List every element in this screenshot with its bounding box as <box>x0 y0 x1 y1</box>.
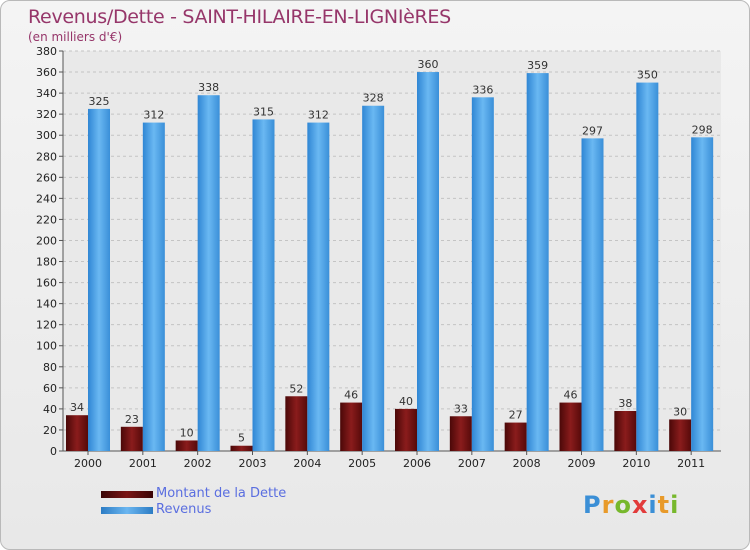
chart-title: Revenus/Dette - SAINT-HILAIRE-EN-LIGNIèR… <box>28 6 451 28</box>
data-label-revenus-2008: 359 <box>527 59 548 72</box>
data-label-dette-2003: 5 <box>238 432 245 445</box>
y-tick-label: 380 <box>36 45 57 58</box>
data-label-dette-2007: 33 <box>454 402 468 415</box>
legend-label-revenus: Revenus <box>156 502 212 517</box>
data-label-dette-2009: 46 <box>564 389 578 402</box>
y-tick-label: 0 <box>50 445 57 458</box>
bar-dette-2003 <box>230 445 253 451</box>
data-label-revenus-2004: 312 <box>308 109 329 122</box>
data-label-dette-2006: 40 <box>399 395 413 408</box>
x-tick-label-2003: 2003 <box>239 457 267 470</box>
data-label-revenus-2006: 360 <box>418 58 439 71</box>
x-tick-label-2001: 2001 <box>129 457 157 470</box>
bar-dette-2001 <box>120 426 143 451</box>
bar-dette-2008 <box>504 422 527 451</box>
x-tick-label-2002: 2002 <box>184 457 212 470</box>
y-tick-label: 180 <box>36 256 57 269</box>
bar-revenus-2006 <box>417 72 439 451</box>
bar-revenus-2002 <box>197 95 220 452</box>
x-tick-label-2000: 2000 <box>74 457 102 470</box>
data-label-dette-2002: 10 <box>180 426 194 439</box>
legend-swatch-revenus <box>101 507 153 514</box>
data-label-dette-2001: 23 <box>125 413 139 426</box>
y-tick-label: 20 <box>43 424 57 437</box>
chart-subtitle: (en milliers d'€) <box>28 30 123 44</box>
proxiti-logo: Proxiti <box>583 491 680 519</box>
bar-revenus-2005 <box>362 105 385 451</box>
bar-revenus-2011 <box>691 137 714 451</box>
y-tick-label: 300 <box>36 129 57 142</box>
data-label-dette-2011: 30 <box>673 405 687 418</box>
data-label-revenus-2001: 312 <box>143 109 164 122</box>
data-label-revenus-2010: 350 <box>637 69 658 82</box>
bar-dette-2010 <box>614 411 637 451</box>
data-label-dette-2004: 52 <box>289 382 303 395</box>
plot-area <box>63 51 721 451</box>
y-tick-label: 320 <box>36 108 57 121</box>
bar-dette-2011 <box>669 419 692 451</box>
data-label-revenus-2002: 338 <box>198 81 219 94</box>
data-label-dette-2000: 34 <box>70 401 84 414</box>
data-label-revenus-2000: 325 <box>89 95 110 108</box>
data-label-dette-2005: 46 <box>344 389 358 402</box>
bar-dette-2000 <box>66 415 88 451</box>
bar-revenus-2009 <box>581 138 604 452</box>
y-tick-label: 260 <box>36 171 57 184</box>
bar-revenus-2000 <box>88 108 110 451</box>
y-tick-label: 120 <box>36 319 57 332</box>
y-tick-label: 340 <box>36 87 57 100</box>
bar-revenus-2010 <box>636 82 659 451</box>
y-tick-label: 40 <box>43 403 57 416</box>
y-tick-label: 220 <box>36 213 57 226</box>
x-tick-label-2004: 2004 <box>293 457 321 470</box>
bar-revenus-2001 <box>142 122 165 451</box>
data-label-revenus-2009: 297 <box>582 124 603 137</box>
bar-revenus-2008 <box>526 73 549 452</box>
y-tick-label: 280 <box>36 150 57 163</box>
bar-dette-2006 <box>395 408 417 451</box>
legend-label-dette: Montant de la Dette <box>156 486 287 501</box>
y-tick-label: 60 <box>43 382 57 395</box>
bar-revenus-2003 <box>252 119 275 451</box>
bar-dette-2007 <box>449 416 472 451</box>
data-label-revenus-2007: 336 <box>472 83 493 96</box>
bar-dette-2002 <box>175 440 198 451</box>
data-label-dette-2010: 38 <box>618 397 632 410</box>
bar-dette-2009 <box>559 402 582 451</box>
data-label-revenus-2003: 315 <box>253 105 274 118</box>
x-tick-label-2011: 2011 <box>677 457 705 470</box>
bar-dette-2005 <box>340 402 363 451</box>
bar-dette-2004 <box>285 396 308 451</box>
data-label-revenus-2005: 328 <box>363 92 384 105</box>
x-tick-label-2009: 2009 <box>568 457 596 470</box>
y-tick-label: 360 <box>36 66 57 79</box>
x-tick-label-2008: 2008 <box>513 457 541 470</box>
bar-revenus-2004 <box>307 122 330 451</box>
legend-swatch-dette <box>101 491 153 498</box>
y-tick-label: 240 <box>36 192 57 205</box>
data-label-revenus-2011: 298 <box>692 123 713 136</box>
y-tick-label: 80 <box>43 361 57 374</box>
y-tick-label: 140 <box>36 298 57 311</box>
data-label-dette-2008: 27 <box>509 409 523 422</box>
x-tick-label-2005: 2005 <box>348 457 376 470</box>
y-tick-label: 160 <box>36 277 57 290</box>
bar-revenus-2007 <box>471 97 494 451</box>
x-tick-label-2006: 2006 <box>403 457 431 470</box>
x-tick-label-2007: 2007 <box>458 457 486 470</box>
x-tick-label-2010: 2010 <box>622 457 650 470</box>
y-tick-label: 200 <box>36 234 57 247</box>
y-tick-label: 100 <box>36 340 57 353</box>
